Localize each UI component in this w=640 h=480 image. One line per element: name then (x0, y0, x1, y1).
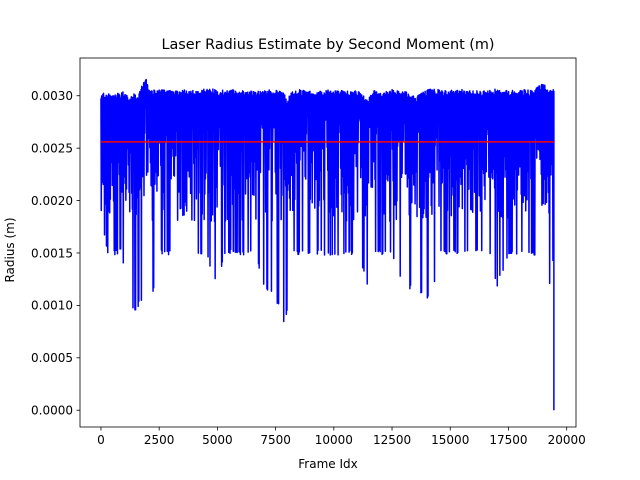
x-tick-label: 17500 (489, 433, 527, 447)
y-tick-label: 0.0005 (31, 351, 73, 365)
y-tick-label: 0.0000 (31, 404, 73, 418)
y-tick-label: 0.0030 (31, 89, 73, 103)
axes-frame (79, 57, 577, 428)
plot-area (100, 78, 555, 411)
x-tick-label: 0 (97, 433, 105, 447)
x-tick-label: 20000 (548, 433, 586, 447)
y-tick-label: 0.0020 (31, 194, 73, 208)
series-radius-line (100, 78, 555, 411)
x-axis-label: Frame Idx (298, 457, 357, 471)
y-axis-label: Radius (m) (3, 217, 17, 282)
x-tick-label: 2500 (144, 433, 175, 447)
x-tick-label: 10000 (315, 433, 353, 447)
y-tick-label: 0.0010 (31, 299, 73, 313)
y-tick-label: 0.0015 (31, 246, 73, 260)
x-tick-label: 12500 (373, 433, 411, 447)
x-tick-label: 15000 (431, 433, 469, 447)
y-tick-label: 0.0025 (31, 141, 73, 155)
chart-title: Laser Radius Estimate by Second Moment (… (161, 37, 494, 53)
axes-layer: 0 2500 5000 7500 10000 12500 15000 17500 20000 0.… (31, 57, 586, 447)
x-tick-label: 5000 (202, 433, 233, 447)
x-tick-label: 7500 (260, 433, 291, 447)
